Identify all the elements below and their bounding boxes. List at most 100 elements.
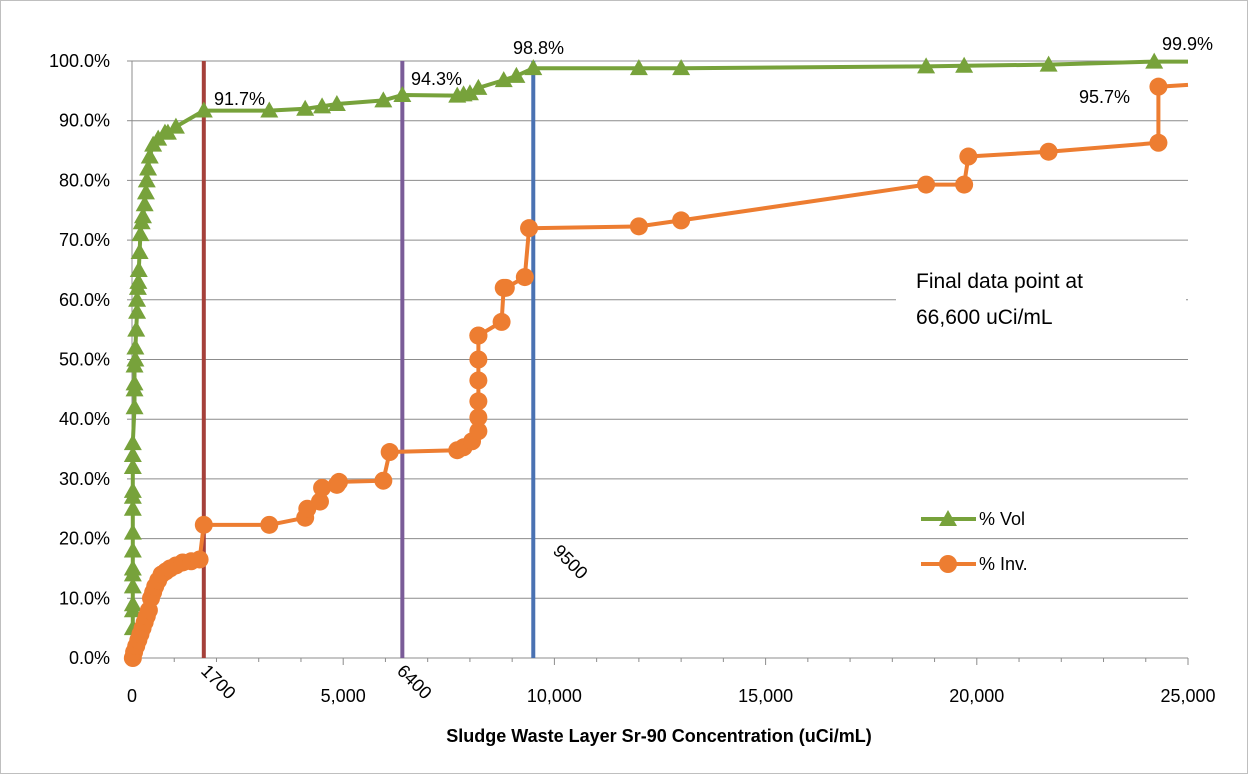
inv-point (520, 219, 539, 238)
inv-point (469, 350, 488, 369)
vline-label-9500: 9500 (549, 541, 591, 583)
vol-point (393, 86, 412, 103)
y-tick-label: 10.0% (59, 588, 110, 608)
inv-point (629, 217, 648, 236)
series-inv (123, 77, 1189, 667)
y-tick-label: 0.0% (69, 648, 110, 668)
inv-point (1039, 142, 1058, 161)
inv-point (496, 278, 515, 297)
legend-inv-label: % Inv. (979, 554, 1028, 574)
gridlines (132, 60, 1188, 599)
vline-label-6400: 6400 (393, 661, 435, 703)
legend-item-vol: % Vol (921, 509, 1025, 529)
vol-point (128, 302, 147, 319)
y-tick-label: 30.0% (59, 469, 110, 489)
inv-point (194, 515, 213, 534)
inv-point (917, 175, 936, 194)
vol-point (123, 577, 142, 594)
vol-point (460, 84, 479, 101)
vol-point (327, 94, 346, 111)
vol-point (494, 71, 513, 88)
inv-point (469, 392, 488, 411)
x-tick-label: 0 (127, 686, 137, 706)
vol-point (126, 338, 145, 355)
inv-point (380, 443, 399, 462)
y-tick-label: 70.0% (59, 230, 110, 250)
vol-point (135, 195, 154, 212)
x-axis-title: Sludge Waste Layer Sr-90 Concentration (… (446, 726, 871, 746)
vol-point (123, 559, 142, 576)
vol-point (955, 56, 974, 73)
vol-point (917, 57, 936, 74)
data-series (123, 52, 1189, 667)
vol-point (130, 243, 149, 260)
inv-point (190, 550, 209, 569)
vol-point (126, 350, 145, 367)
vol-point (133, 207, 152, 224)
inv-point (672, 211, 691, 230)
inv-point (313, 478, 332, 497)
vol-point (123, 457, 142, 474)
vol-point (123, 446, 142, 463)
x-tick-label: 25,000 (1160, 686, 1215, 706)
x-tick-label: 20,000 (949, 686, 1004, 706)
vol-point (1039, 55, 1058, 72)
vol-point (129, 260, 148, 277)
vol-point (507, 66, 526, 83)
vol-point (123, 523, 142, 540)
legend-vol-label: % Vol (979, 509, 1025, 529)
inv-point (469, 371, 488, 390)
vol-point (166, 117, 185, 134)
series-vol (123, 52, 1188, 636)
inv-point (260, 515, 279, 534)
vol-point (260, 101, 279, 118)
vol-annotation-91-7: 91.7% (214, 89, 265, 109)
vol-point (123, 481, 142, 498)
vol-annotation-94-3: 94.3% (411, 69, 462, 89)
vol-annotation-98-8: 98.8% (513, 38, 564, 58)
y-tick-label: 40.0% (59, 409, 110, 429)
legend-vol-triangle-icon (939, 510, 957, 526)
vol-point (128, 290, 147, 307)
vol-point (127, 320, 146, 337)
x-tick-label: 5,000 (321, 686, 366, 706)
vol-point (524, 59, 543, 76)
x-tick-label: 15,000 (738, 686, 793, 706)
vol-point (125, 398, 144, 415)
x-tick-label: 10,000 (527, 686, 582, 706)
vol-point (194, 101, 213, 118)
legend: % Vol % Inv. (921, 509, 1028, 574)
legend-inv-circle-icon (939, 555, 957, 573)
vol-point (139, 159, 158, 176)
vol-point (140, 147, 159, 164)
vol-point (123, 499, 142, 516)
vline-label-1700: 1700 (197, 661, 239, 703)
series-line (130, 82, 1189, 659)
note-line-1: Final data point at (916, 270, 1083, 293)
vol-point (129, 272, 148, 289)
vol-point (158, 123, 177, 140)
final-point-note: Final data point at 66,600 uCi/mL (896, 259, 1186, 341)
y-tick-label: 80.0% (59, 170, 110, 190)
inv-annotation-95-7: 95.7% (1079, 87, 1130, 107)
inv-point (310, 492, 329, 511)
inv-point (955, 175, 974, 194)
inv-point (492, 312, 511, 331)
inv-point (469, 408, 488, 427)
vol-point (469, 78, 488, 95)
y-tick-label: 100.0% (49, 51, 110, 71)
vol-point (123, 434, 142, 451)
vol-point (629, 59, 648, 76)
vol-annotation-99-9: 99.9% (1162, 34, 1213, 54)
vol-point (296, 99, 315, 116)
inv-point (329, 472, 348, 491)
inv-point (374, 471, 393, 490)
vol-point (136, 183, 155, 200)
y-tick-label: 90.0% (59, 111, 110, 131)
vol-point (123, 595, 142, 612)
inv-point (469, 422, 488, 441)
vol-point (1145, 52, 1164, 69)
inv-point (469, 326, 488, 345)
